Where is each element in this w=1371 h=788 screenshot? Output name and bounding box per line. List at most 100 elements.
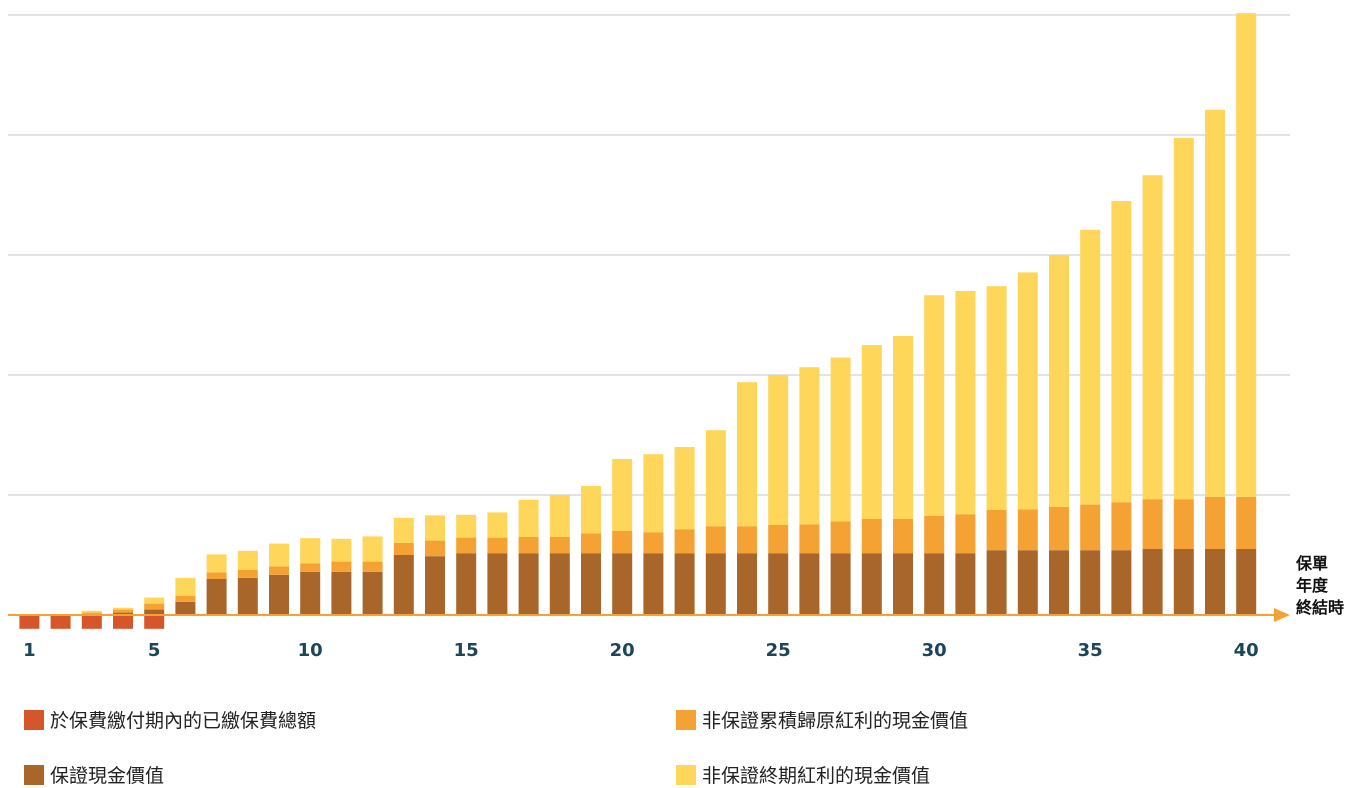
bar-guaranteed-cash-value (331, 571, 352, 615)
bar-reversionary-bonus (269, 566, 289, 575)
legend-item-terminal: 非保證終期紅利的現金價值 (676, 761, 930, 788)
x-tick-labels: 1 5 10 15 20 25 30 35 40 (23, 640, 1259, 661)
bar-reversionary-bonus (549, 537, 570, 554)
bar-guaranteed-cash-value (175, 601, 196, 615)
bar-reversionary-bonus (113, 609, 133, 613)
bar-terminal-bonus (674, 447, 695, 530)
bar-guaranteed-cash-value (237, 577, 258, 615)
bar-reversionary-bonus (425, 540, 445, 557)
bar-guaranteed-cash-value (1205, 549, 1225, 615)
bar-terminal-bonus (549, 495, 570, 537)
bar-terminal-bonus (1049, 255, 1069, 507)
bar-reversionary-bonus (1205, 496, 1225, 549)
bar-reversionary-bonus (643, 532, 664, 554)
bar-terminal-bonus (206, 554, 227, 573)
bar-reversionary-bonus (362, 561, 383, 572)
bar-guaranteed-cash-value (612, 553, 633, 615)
bar-reversionary-bonus (768, 525, 789, 554)
x-axis-title-line: 保單 (1296, 554, 1329, 573)
bar-reversionary-bonus (1236, 496, 1257, 549)
bar-terminal-bonus (1080, 229, 1101, 505)
bar-terminal-bonus (331, 538, 352, 562)
bar-reversionary-bonus (893, 519, 913, 554)
bar-guaranteed-cash-value (362, 571, 383, 615)
bar-terminal-bonus (1236, 13, 1257, 497)
bar-terminal-bonus (393, 517, 414, 543)
bar-reversionary-bonus (331, 561, 352, 572)
bar-terminal-bonus (893, 336, 913, 519)
bar-reversionary-bonus (581, 533, 601, 554)
bar-terminal-bonus (612, 459, 633, 531)
legend-swatch-premium (24, 709, 44, 730)
bar-reversionary-bonus (986, 510, 1007, 551)
bar-guaranteed-cash-value (643, 553, 664, 615)
bar-guaranteed-cash-value (737, 553, 757, 615)
bar-reversionary-bonus (487, 537, 508, 554)
bar-guaranteed-cash-value (1173, 549, 1194, 615)
bar-reversionary-bonus (705, 526, 726, 554)
bar-guaranteed-cash-value (300, 571, 321, 615)
x-tick-label: 5 (148, 640, 161, 661)
bar-reversionary-bonus (81, 612, 102, 614)
x-axis-title: 保單 年度 終結時 (1296, 553, 1344, 619)
bar-reversionary-bonus (1017, 509, 1038, 551)
bar-premium-paid (81, 615, 102, 629)
legend-item-premium: 於保費繳付期內的已繳保費總額 (24, 706, 316, 733)
bar-terminal-bonus (924, 295, 945, 516)
bar-terminal-bonus (799, 367, 820, 525)
bar-guaranteed-cash-value (144, 609, 165, 615)
legend-item-reversionary: 非保證累積歸原紅利的現金價值 (676, 706, 968, 733)
legend-swatch-reversionary (676, 709, 696, 730)
bar-terminal-bonus (737, 382, 757, 527)
bar-terminal-bonus (955, 291, 976, 515)
legend-swatch-terminal (676, 764, 696, 785)
bar-reversionary-bonus (393, 543, 414, 555)
bar-terminal-bonus (269, 543, 289, 567)
bar-reversionary-bonus (1173, 499, 1194, 549)
bar-terminal-bonus (144, 597, 165, 604)
legend-swatch-guaranteed (24, 764, 44, 785)
bar-guaranteed-cash-value (986, 550, 1007, 615)
x-tick-label: 1 (23, 640, 36, 661)
bar-premium-paid (50, 615, 71, 629)
bar-premium-paid (144, 615, 165, 629)
bar-reversionary-bonus (737, 526, 757, 554)
bar-reversionary-bonus (206, 572, 227, 579)
bar-terminal-bonus (581, 486, 601, 534)
bar-reversionary-bonus (674, 529, 695, 554)
bar-reversionary-bonus (1111, 502, 1132, 551)
bar-terminal-bonus (705, 430, 726, 527)
bar-guaranteed-cash-value (456, 553, 477, 615)
bar-reversionary-bonus (1049, 507, 1069, 551)
bar-premium-paid (19, 615, 40, 629)
bar-guaranteed-cash-value (1080, 550, 1101, 615)
bar-guaranteed-cash-value (393, 555, 414, 615)
bar-terminal-bonus (300, 538, 321, 564)
bar-terminal-bonus (643, 454, 664, 533)
bar-guaranteed-cash-value (705, 553, 726, 615)
bars (19, 13, 1257, 629)
bar-terminal-bonus (986, 286, 1007, 510)
bar-guaranteed-cash-value (487, 553, 508, 615)
x-axis (8, 608, 1290, 622)
x-tick-label: 10 (298, 640, 323, 661)
bar-guaranteed-cash-value (113, 612, 133, 615)
bar-reversionary-bonus (612, 531, 633, 554)
x-tick-label: 15 (454, 640, 479, 661)
bar-guaranteed-cash-value (1236, 549, 1257, 615)
stacked-bar-chart: 1 5 10 15 20 25 30 35 40 (8, 13, 1290, 661)
bar-reversionary-bonus (924, 516, 945, 554)
bar-terminal-bonus (237, 550, 258, 570)
bar-terminal-bonus (81, 610, 102, 613)
bar-terminal-bonus (1111, 201, 1132, 503)
legend-label: 於保費繳付期內的已繳保費總額 (50, 710, 317, 732)
bar-reversionary-bonus (830, 521, 851, 554)
bar-terminal-bonus (113, 607, 133, 610)
legend-label: 非保證累積歸原紅利的現金價值 (702, 710, 969, 732)
bar-terminal-bonus (768, 375, 789, 525)
x-axis-arrow-icon (1274, 608, 1290, 622)
bar-guaranteed-cash-value (425, 556, 445, 615)
bar-guaranteed-cash-value (1111, 550, 1132, 615)
x-axis-title-line: 終結時 (1296, 598, 1345, 617)
bar-terminal-bonus (487, 512, 508, 538)
